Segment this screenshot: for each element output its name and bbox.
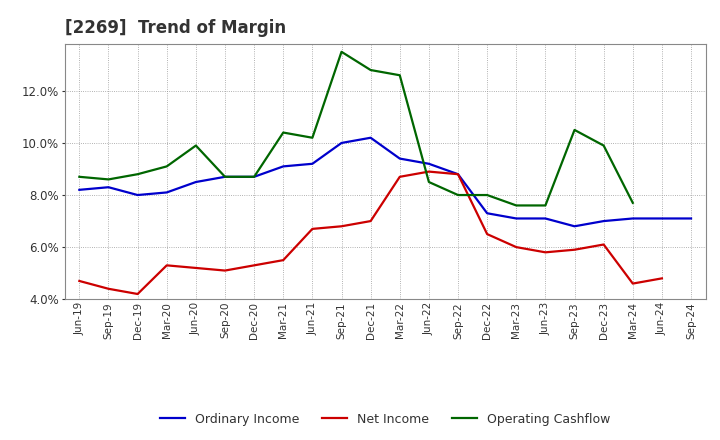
Net Income [337, 224, 346, 229]
Ordinary Income [366, 135, 375, 140]
Net Income [657, 276, 666, 281]
Operating Cashflow [454, 192, 462, 198]
Operating Cashflow [629, 200, 637, 205]
Net Income [308, 226, 317, 231]
Ordinary Income [599, 218, 608, 224]
Net Income [570, 247, 579, 253]
Ordinary Income [75, 187, 84, 192]
Ordinary Income [308, 161, 317, 166]
Net Income [425, 169, 433, 174]
Net Income [133, 291, 142, 297]
Line: Operating Cashflow: Operating Cashflow [79, 52, 633, 205]
Operating Cashflow [192, 143, 200, 148]
Operating Cashflow [599, 143, 608, 148]
Operating Cashflow [337, 49, 346, 55]
Operating Cashflow [163, 164, 171, 169]
Legend: Ordinary Income, Net Income, Operating Cashflow: Ordinary Income, Net Income, Operating C… [161, 413, 610, 425]
Operating Cashflow [541, 203, 550, 208]
Operating Cashflow [395, 73, 404, 78]
Ordinary Income [454, 172, 462, 177]
Ordinary Income [337, 140, 346, 146]
Ordinary Income [220, 174, 229, 180]
Net Income [192, 265, 200, 271]
Operating Cashflow [570, 127, 579, 132]
Operating Cashflow [220, 174, 229, 180]
Ordinary Income [629, 216, 637, 221]
Net Income [599, 242, 608, 247]
Operating Cashflow [133, 172, 142, 177]
Ordinary Income [687, 216, 696, 221]
Net Income [279, 257, 287, 263]
Ordinary Income [425, 161, 433, 166]
Ordinary Income [483, 211, 492, 216]
Ordinary Income [133, 192, 142, 198]
Net Income [366, 218, 375, 224]
Operating Cashflow [308, 135, 317, 140]
Operating Cashflow [104, 177, 113, 182]
Net Income [512, 245, 521, 250]
Net Income [220, 268, 229, 273]
Operating Cashflow [483, 192, 492, 198]
Ordinary Income [657, 216, 666, 221]
Net Income [541, 249, 550, 255]
Ordinary Income [512, 216, 521, 221]
Operating Cashflow [366, 67, 375, 73]
Text: [2269]  Trend of Margin: [2269] Trend of Margin [65, 19, 286, 37]
Net Income [629, 281, 637, 286]
Ordinary Income [250, 174, 258, 180]
Ordinary Income [395, 156, 404, 161]
Operating Cashflow [425, 180, 433, 185]
Net Income [250, 263, 258, 268]
Operating Cashflow [250, 174, 258, 180]
Line: Net Income: Net Income [79, 172, 662, 294]
Ordinary Income [541, 216, 550, 221]
Net Income [104, 286, 113, 291]
Ordinary Income [192, 180, 200, 185]
Net Income [483, 231, 492, 237]
Net Income [163, 263, 171, 268]
Ordinary Income [163, 190, 171, 195]
Net Income [454, 172, 462, 177]
Net Income [75, 279, 84, 284]
Ordinary Income [279, 164, 287, 169]
Operating Cashflow [279, 130, 287, 135]
Ordinary Income [104, 185, 113, 190]
Line: Ordinary Income: Ordinary Income [79, 138, 691, 226]
Net Income [395, 174, 404, 180]
Operating Cashflow [75, 174, 84, 180]
Operating Cashflow [512, 203, 521, 208]
Ordinary Income [570, 224, 579, 229]
